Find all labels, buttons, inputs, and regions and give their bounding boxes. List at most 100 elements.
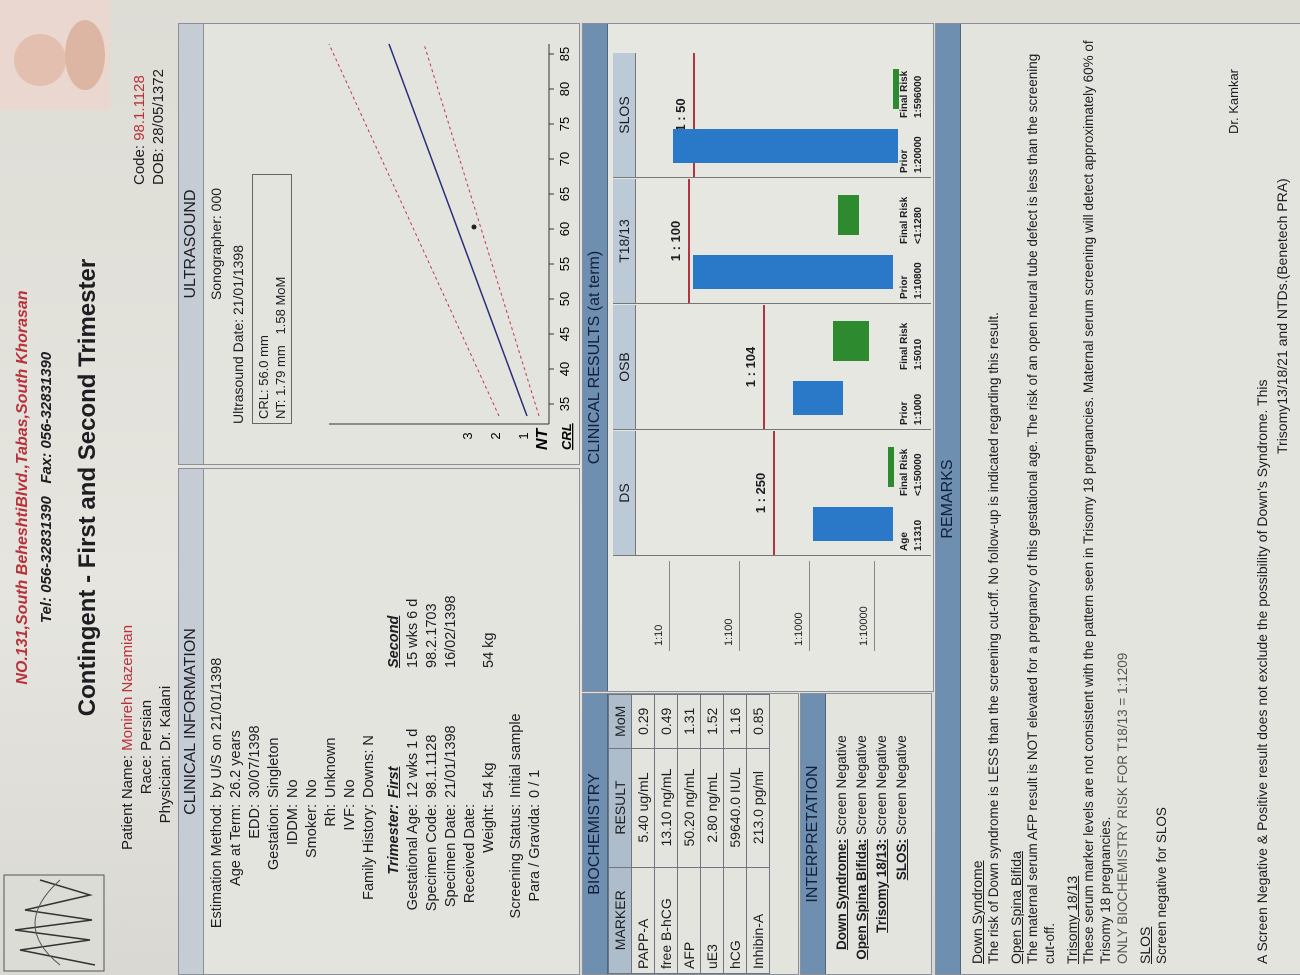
final-bar	[888, 447, 894, 487]
label: Specimen Date:	[443, 804, 459, 908]
risk-type: Prior	[899, 275, 910, 299]
nt-row: NT: 1.79 mm 1.58 MoM	[272, 179, 289, 419]
marker-row: hCG 59640.0 IU/L 1.16	[723, 694, 747, 974]
value: 12 wks 1 d	[405, 728, 421, 798]
cell: 0.85	[746, 694, 770, 749]
code-row: Code: 98.1.1128	[130, 69, 149, 185]
clinical-rows: Estimation Method: by U/S on 21/01/1398 Ag…	[204, 469, 379, 974]
risk-type: Final Risk	[899, 70, 910, 118]
value: No	[342, 779, 358, 798]
risk-type: Final Risk	[899, 448, 910, 496]
patient-row: Physician: Dr. Kalani	[156, 625, 175, 875]
trimester-table: Trimester: First Second Gestational Age: 12 …	[379, 469, 499, 974]
info-row: Gestation: Singleton	[265, 469, 284, 974]
prior-bar	[673, 129, 898, 163]
x-axis-label: CRL	[559, 423, 574, 450]
remark-heading: Trisomy 18/13	[1064, 875, 1080, 964]
scale-label: 1:100	[723, 618, 735, 646]
marker-row: free B-hCG 13.10 ng/mL 0.49	[654, 694, 678, 974]
label: Para / Gravida:	[527, 804, 543, 902]
measure-box: CRL: 56.0 mm NT: 1.79 mm 1.58 MoM	[252, 174, 292, 424]
prior-bar	[793, 381, 843, 415]
risk-type: Final Risk	[899, 196, 910, 244]
label: IDDM:	[285, 804, 301, 846]
cell: 1.31	[677, 694, 701, 749]
cutoff-line	[763, 305, 765, 429]
interpretation-row: SLOS: Screen Negative	[892, 694, 912, 974]
risk-value: 1:10800	[913, 262, 924, 299]
interpretation-panel: INTERPRETATION Down Syndrome: Screen Nega…	[800, 693, 932, 975]
interpretation-row: Trisomy 18/13: Screen Negative	[872, 694, 892, 974]
label: Trimester:	[386, 804, 402, 875]
cell: 59640.0 IU/L	[723, 748, 747, 868]
label: Family History:	[361, 804, 377, 900]
crl: CRL: 56.0 mm	[256, 335, 271, 419]
label: Patient Name:	[119, 755, 136, 851]
x-tick-label: 80	[557, 82, 572, 96]
label: SLOS:	[894, 839, 909, 881]
nt-chart: 35 40 45 50 55 60 65 70 75 80 85 1 2 3 NT CRL	[328, 43, 574, 450]
cutoff-line	[773, 431, 775, 555]
panel-name: SLOS	[613, 53, 636, 177]
value: Dr. Kalani	[157, 685, 174, 751]
measurement-point	[471, 224, 477, 230]
value: Screen Negative	[834, 735, 849, 835]
clinical-info-panel: CLINICAL INFORMATION Estimation Method: b…	[178, 468, 580, 975]
label: IVF:	[342, 804, 358, 831]
marker-row: AFP 50.20 ng/mL 1.31	[677, 694, 701, 974]
reference-line	[388, 43, 528, 417]
label: Code:	[131, 144, 148, 185]
value: Persian	[138, 699, 155, 751]
risk-label: 1 : 100	[668, 220, 683, 262]
remark-text: The risk of Down syndrome is LESS than t…	[986, 312, 1001, 964]
scale-line	[874, 561, 875, 651]
label: Down Syndrome:	[834, 839, 849, 951]
x-tick-label: 60	[557, 222, 572, 236]
x-tick-label: 50	[557, 292, 572, 306]
address: NO.131,South BeheshtiBlvd.,Tabas,South K…	[14, 290, 31, 685]
label: Gestational Age:	[405, 804, 421, 911]
prior-bar	[693, 255, 893, 289]
value: 26.2 years	[228, 730, 244, 798]
value: No	[304, 779, 320, 798]
status-row: Screening Status: Initial sample	[507, 469, 526, 974]
trimester-row: Received Date:	[461, 469, 480, 974]
value: 98.1.1128	[131, 75, 148, 141]
reference-line	[423, 43, 540, 417]
clinical-results-panel: CLINICAL RESULTS (at term) 1:10 1:100 1:10…	[582, 23, 934, 692]
x-tick-label: 40	[557, 362, 572, 376]
result-panel: OSB 1 : 104 Prior 1:1000 Final Risk 1:5010	[613, 305, 931, 430]
trimester-row: Weight: 54 kg 54 kg	[480, 469, 499, 974]
y-axis-label: NT	[534, 427, 551, 450]
risk-value: 1:5010	[913, 338, 924, 370]
x-tick-label: 35	[557, 397, 572, 411]
interpretation-row: Open Spina Bifida: Screen Negative	[852, 694, 872, 974]
risk-value: <1:1280	[913, 207, 924, 244]
cell: PAPP-A	[631, 867, 655, 974]
risk-label: 1 : 104	[743, 346, 758, 388]
nt-mom: 1.58 MoM	[273, 276, 288, 335]
label: Trisomy 18/13:	[874, 839, 889, 933]
x-tick-label: 85	[557, 47, 572, 61]
code-row: DOB: 28/05/1372	[149, 69, 168, 185]
value: Monireh Nazemian	[119, 624, 136, 751]
info-row: Age at Term: 26.2 years	[227, 469, 246, 974]
remark-text: Screen negative for SLOS	[1154, 807, 1169, 964]
value: No	[285, 779, 301, 798]
x-tick-label: 45	[557, 327, 572, 341]
risk-value: 1:20000	[913, 136, 924, 173]
cell: 0.29	[631, 694, 655, 749]
sonographer: Sonographer: 000	[208, 187, 224, 301]
label: Specimen Code:	[424, 804, 440, 912]
cell: AFP	[677, 867, 701, 974]
risk-value: <1:50000	[913, 453, 924, 496]
cell: free B-hCG	[654, 867, 678, 974]
scale-line	[739, 561, 740, 651]
value: 30/07/1398	[247, 725, 263, 798]
risk-label: 1 : 250	[753, 472, 768, 514]
trimester: Second	[386, 615, 402, 668]
cell: 50.20 ng/mL	[677, 748, 701, 868]
scale-label: 1:10	[653, 624, 665, 646]
reference-line	[328, 43, 500, 417]
